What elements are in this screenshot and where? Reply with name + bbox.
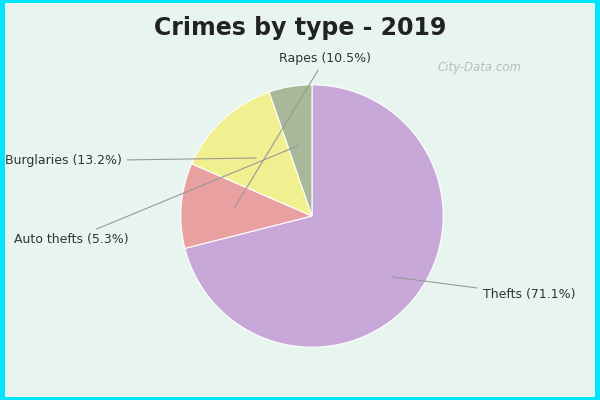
Wedge shape [269,85,312,216]
Text: City-Data.com: City-Data.com [438,62,522,74]
Wedge shape [185,85,443,347]
Wedge shape [181,164,312,248]
Wedge shape [191,92,312,216]
Text: Rapes (10.5%): Rapes (10.5%) [235,52,371,207]
Text: Crimes by type - 2019: Crimes by type - 2019 [154,16,446,40]
Text: Auto thefts (5.3%): Auto thefts (5.3%) [14,146,298,246]
Text: Burglaries (13.2%): Burglaries (13.2%) [5,154,256,167]
Text: Thefts (71.1%): Thefts (71.1%) [392,277,575,301]
